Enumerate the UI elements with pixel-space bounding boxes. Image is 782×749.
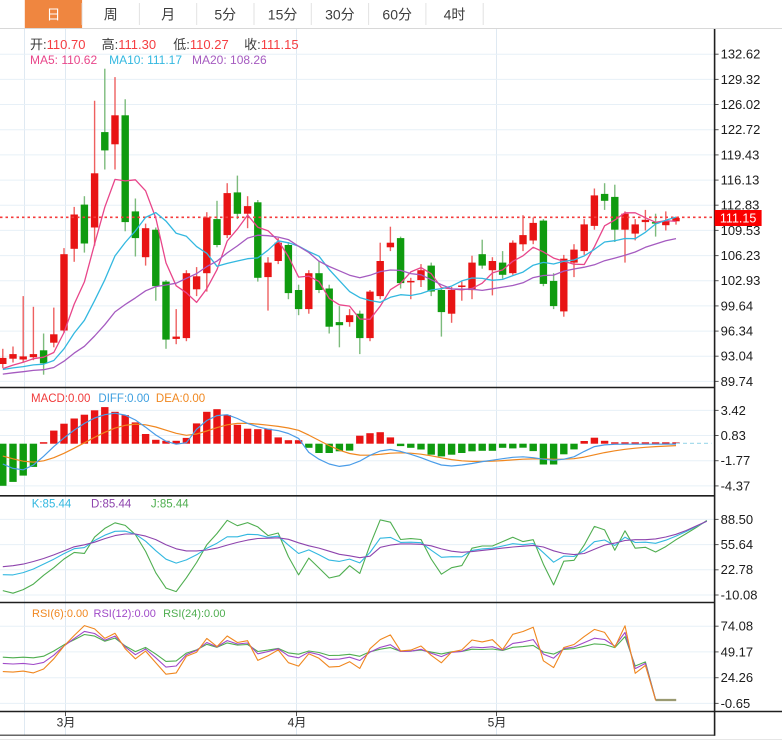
- svg-text:132.62: 132.62: [721, 47, 761, 62]
- svg-text:55.64: 55.64: [721, 537, 754, 552]
- svg-text:49.17: 49.17: [721, 644, 754, 659]
- svg-text:MACD:0.00: MACD:0.00: [31, 393, 90, 405]
- svg-text:D:85.44: D:85.44: [91, 498, 132, 510]
- svg-text:102.93: 102.93: [721, 273, 761, 288]
- svg-text:74.08: 74.08: [721, 619, 754, 634]
- svg-text:5分: 5分: [214, 7, 236, 23]
- svg-text:K:85.44: K:85.44: [32, 498, 72, 510]
- svg-text:109.53: 109.53: [721, 223, 761, 238]
- svg-text:周: 周: [104, 7, 118, 23]
- svg-text:RSI(24):0.00: RSI(24):0.00: [163, 608, 225, 620]
- svg-text:高:111.30: 高:111.30: [102, 37, 156, 52]
- svg-text:119.43: 119.43: [721, 147, 760, 162]
- svg-text:J:85.44: J:85.44: [151, 498, 189, 510]
- svg-text:122.72: 122.72: [721, 122, 761, 137]
- svg-text:88.50: 88.50: [721, 512, 754, 527]
- svg-text:106.23: 106.23: [721, 248, 761, 263]
- svg-text:22.78: 22.78: [721, 562, 754, 577]
- svg-text:月: 月: [161, 7, 175, 23]
- svg-text:-10.08: -10.08: [721, 587, 758, 602]
- svg-text:收:111.15: 收:111.15: [244, 37, 298, 52]
- svg-text:111.15: 111.15: [720, 211, 756, 225]
- svg-text:60分: 60分: [382, 7, 412, 23]
- svg-text:96.34: 96.34: [721, 324, 754, 339]
- svg-text:MA5: 110.62: MA5: 110.62: [30, 53, 97, 67]
- svg-text:日: 日: [47, 7, 61, 23]
- svg-text:-4.37: -4.37: [721, 478, 751, 493]
- svg-text:93.04: 93.04: [721, 349, 754, 364]
- svg-text:24.26: 24.26: [721, 670, 754, 685]
- svg-text:30分: 30分: [325, 7, 355, 23]
- svg-text:MA20: 108.26: MA20: 108.26: [192, 53, 267, 67]
- svg-text:15分: 15分: [268, 7, 298, 23]
- svg-text:129.32: 129.32: [721, 72, 761, 87]
- svg-text:MA10: 111.17: MA10: 111.17: [109, 53, 182, 67]
- svg-text:4月: 4月: [288, 716, 307, 730]
- svg-text:低:110.27: 低:110.27: [173, 37, 228, 52]
- svg-text:3月: 3月: [57, 716, 76, 730]
- svg-text:5月: 5月: [488, 716, 507, 730]
- svg-text:116.13: 116.13: [721, 173, 760, 188]
- svg-text:-0.65: -0.65: [721, 696, 751, 711]
- svg-text:-1.77: -1.77: [721, 453, 751, 468]
- svg-text:0.83: 0.83: [721, 428, 746, 443]
- svg-text:112.83: 112.83: [721, 198, 760, 213]
- svg-text:RSI(12):0.00: RSI(12):0.00: [94, 608, 156, 620]
- svg-text:RSI(6):0.00: RSI(6):0.00: [32, 608, 88, 620]
- svg-text:3.42: 3.42: [721, 403, 746, 418]
- svg-text:DEA:0.00: DEA:0.00: [156, 393, 205, 405]
- svg-text:126.02: 126.02: [721, 97, 761, 112]
- svg-text:4时: 4时: [444, 7, 466, 23]
- svg-text:89.74: 89.74: [721, 374, 754, 389]
- svg-text:99.64: 99.64: [721, 298, 754, 313]
- svg-text:开:110.70: 开:110.70: [30, 37, 85, 52]
- svg-text:DIFF:0.00: DIFF:0.00: [98, 393, 149, 405]
